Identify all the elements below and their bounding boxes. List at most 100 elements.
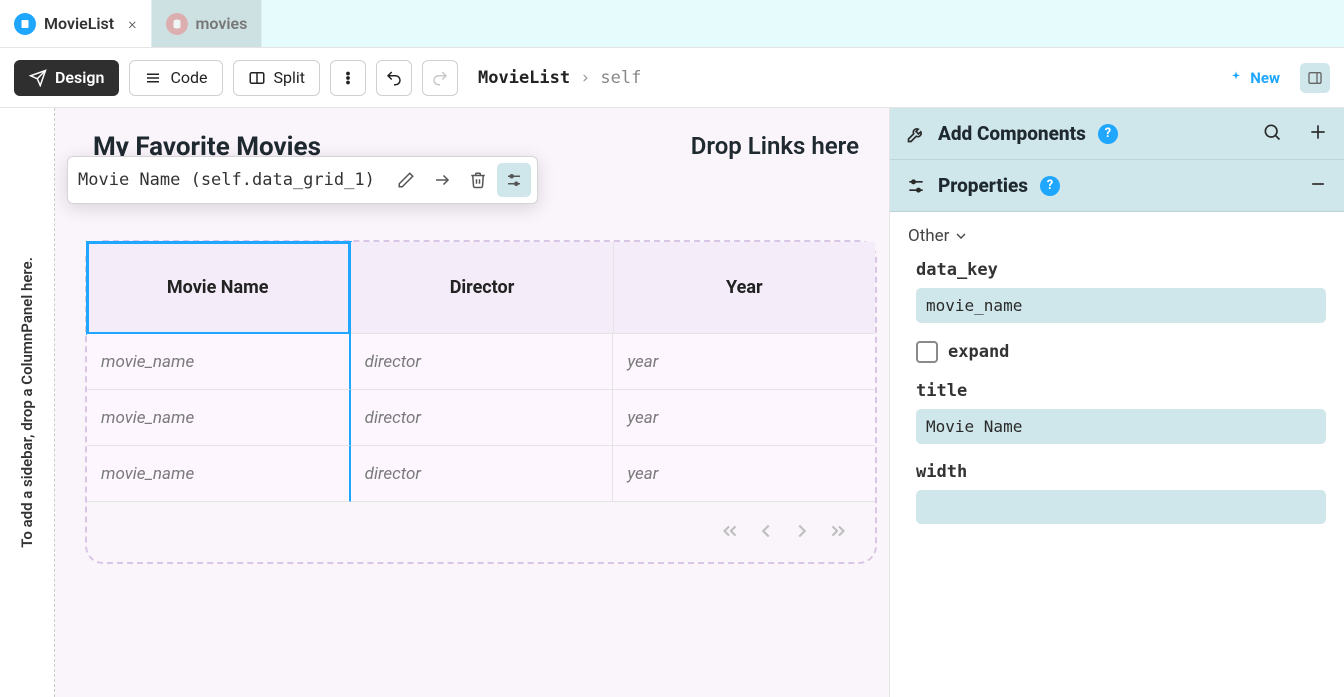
close-icon[interactable]: ×	[128, 14, 136, 33]
page-last-button[interactable]	[827, 520, 849, 546]
grid-cell[interactable]: year	[613, 334, 875, 390]
prop-value-input[interactable]: movie_name	[916, 288, 1326, 323]
add-components-title: Add Components	[938, 122, 1086, 145]
sidebar-drop-hint[interactable]: To add a sidebar, drop a ColumnPanel her…	[0, 108, 55, 697]
grid-cell[interactable]: year	[613, 390, 875, 446]
form-icon	[14, 13, 36, 35]
right-panel: Add Components ? Properties ? Other data…	[889, 108, 1344, 697]
minus-icon	[1308, 174, 1328, 194]
chevron-down-icon	[953, 228, 969, 244]
properties-header[interactable]: Properties ?	[890, 160, 1344, 212]
new-label: New	[1250, 69, 1280, 87]
checkbox[interactable]	[916, 341, 938, 363]
tab-movies[interactable]: movies	[152, 0, 263, 47]
breadcrumb-root[interactable]: MovieList	[478, 68, 570, 88]
links-drop-zone[interactable]: Drop Links here	[691, 132, 859, 162]
tab-bar: MovieList × movies	[0, 0, 1344, 48]
redo-button[interactable]	[422, 60, 458, 96]
edit-button[interactable]	[389, 163, 423, 197]
collapse-button[interactable]	[1308, 174, 1328, 198]
grid-cell[interactable]: year	[613, 446, 875, 502]
add-components-header[interactable]: Add Components ?	[890, 108, 1344, 160]
chevrons-left-icon	[719, 520, 741, 542]
tab-label: MovieList	[44, 14, 114, 33]
undo-button[interactable]	[376, 60, 412, 96]
grid-header-cell[interactable]: Movie Name	[87, 242, 351, 334]
data-grid[interactable]: Movie Name Director Year movie_name dire…	[85, 240, 877, 564]
page-prev-button[interactable]	[755, 520, 777, 546]
more-button[interactable]	[330, 60, 366, 96]
prop-data-key: data_key movie_name	[916, 260, 1326, 323]
grid-cell[interactable]: movie_name	[87, 334, 351, 390]
panel-right-icon	[1307, 70, 1323, 86]
prop-label: title	[916, 381, 1326, 401]
pagination	[87, 502, 875, 546]
chevron-right-icon	[791, 520, 813, 542]
selection-popover: Movie Name (self.data_grid_1)	[67, 156, 538, 204]
section-other[interactable]: Other	[908, 226, 1326, 246]
prop-label: width	[916, 462, 1326, 482]
properties-body: Other data_key movie_name expand title M…	[890, 212, 1344, 542]
breadcrumb-leaf: self	[600, 68, 641, 88]
tab-movielist[interactable]: MovieList ×	[0, 0, 152, 47]
toggle-right-panel-button[interactable]	[1300, 63, 1330, 93]
prop-value-input[interactable]	[916, 490, 1326, 524]
prop-label: expand	[948, 342, 1009, 362]
help-icon[interactable]: ?	[1098, 124, 1118, 144]
grid-header-row: Movie Name Director Year	[87, 242, 875, 334]
table-row: movie_name director year	[87, 390, 875, 446]
page-first-button[interactable]	[719, 520, 741, 546]
split-label: Split	[274, 68, 306, 87]
design-label: Design	[55, 68, 104, 87]
prop-label: data_key	[916, 260, 1326, 280]
prop-title: title Movie Name	[916, 381, 1326, 444]
redo-icon	[431, 69, 449, 87]
split-button[interactable]: Split	[233, 60, 321, 96]
chevron-left-icon	[755, 520, 777, 542]
sidebar-hint-text: To add a sidebar, drop a ColumnPanel her…	[18, 257, 36, 548]
undo-icon	[385, 69, 403, 87]
selection-label: Movie Name (self.data_grid_1)	[78, 170, 387, 190]
delete-button[interactable]	[461, 163, 495, 197]
sliders-icon	[505, 171, 523, 189]
prop-expand[interactable]: expand	[916, 341, 1326, 363]
grid-cell[interactable]: director	[351, 390, 614, 446]
design-button[interactable]: Design	[14, 60, 119, 96]
settings-button[interactable]	[497, 163, 531, 197]
prop-value-input[interactable]: Movie Name	[916, 409, 1326, 444]
grid-header-cell[interactable]: Director	[351, 242, 613, 334]
table-icon	[166, 13, 188, 35]
code-button[interactable]: Code	[129, 60, 222, 96]
code-label: Code	[170, 68, 207, 87]
trash-icon	[469, 171, 487, 189]
help-icon[interactable]: ?	[1040, 176, 1060, 196]
prop-width: width	[916, 462, 1326, 524]
grid-cell[interactable]: movie_name	[87, 446, 351, 502]
pencil-icon	[397, 171, 415, 189]
sparkle-icon	[1228, 70, 1244, 86]
design-canvas: My Favorite Movies Drop Links here Movie…	[55, 108, 889, 697]
wrench-icon	[906, 124, 926, 144]
grid-cell[interactable]: director	[351, 334, 614, 390]
grid-cell[interactable]: movie_name	[87, 390, 351, 446]
breadcrumb: MovieList › self	[478, 68, 641, 88]
toolbar: Design Code Split MovieList › self New	[0, 48, 1344, 108]
section-label-text: Other	[908, 226, 949, 246]
send-icon	[29, 69, 47, 87]
table-row: movie_name director year	[87, 334, 875, 390]
search-icon	[1262, 122, 1282, 142]
split-icon	[248, 69, 266, 87]
table-row: movie_name director year	[87, 446, 875, 502]
menu-icon	[144, 69, 162, 87]
plus-icon	[1308, 122, 1328, 142]
sliders-icon	[906, 176, 926, 196]
new-button[interactable]: New	[1228, 69, 1280, 87]
page-next-button[interactable]	[791, 520, 813, 546]
search-button[interactable]	[1262, 122, 1282, 146]
add-button[interactable]	[1308, 122, 1328, 146]
grid-header-cell[interactable]: Year	[614, 242, 875, 334]
chevrons-right-icon	[827, 520, 849, 542]
properties-title: Properties	[938, 174, 1028, 197]
go-to-button[interactable]	[425, 163, 459, 197]
grid-cell[interactable]: director	[351, 446, 614, 502]
